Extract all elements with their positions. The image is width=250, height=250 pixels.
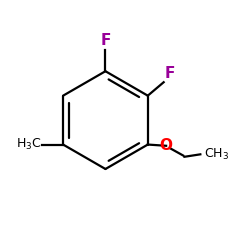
Text: H$_3$C: H$_3$C (16, 137, 41, 152)
Text: O: O (160, 138, 172, 153)
Text: F: F (100, 34, 111, 48)
Text: CH$_3$: CH$_3$ (204, 147, 229, 162)
Text: F: F (165, 66, 175, 81)
